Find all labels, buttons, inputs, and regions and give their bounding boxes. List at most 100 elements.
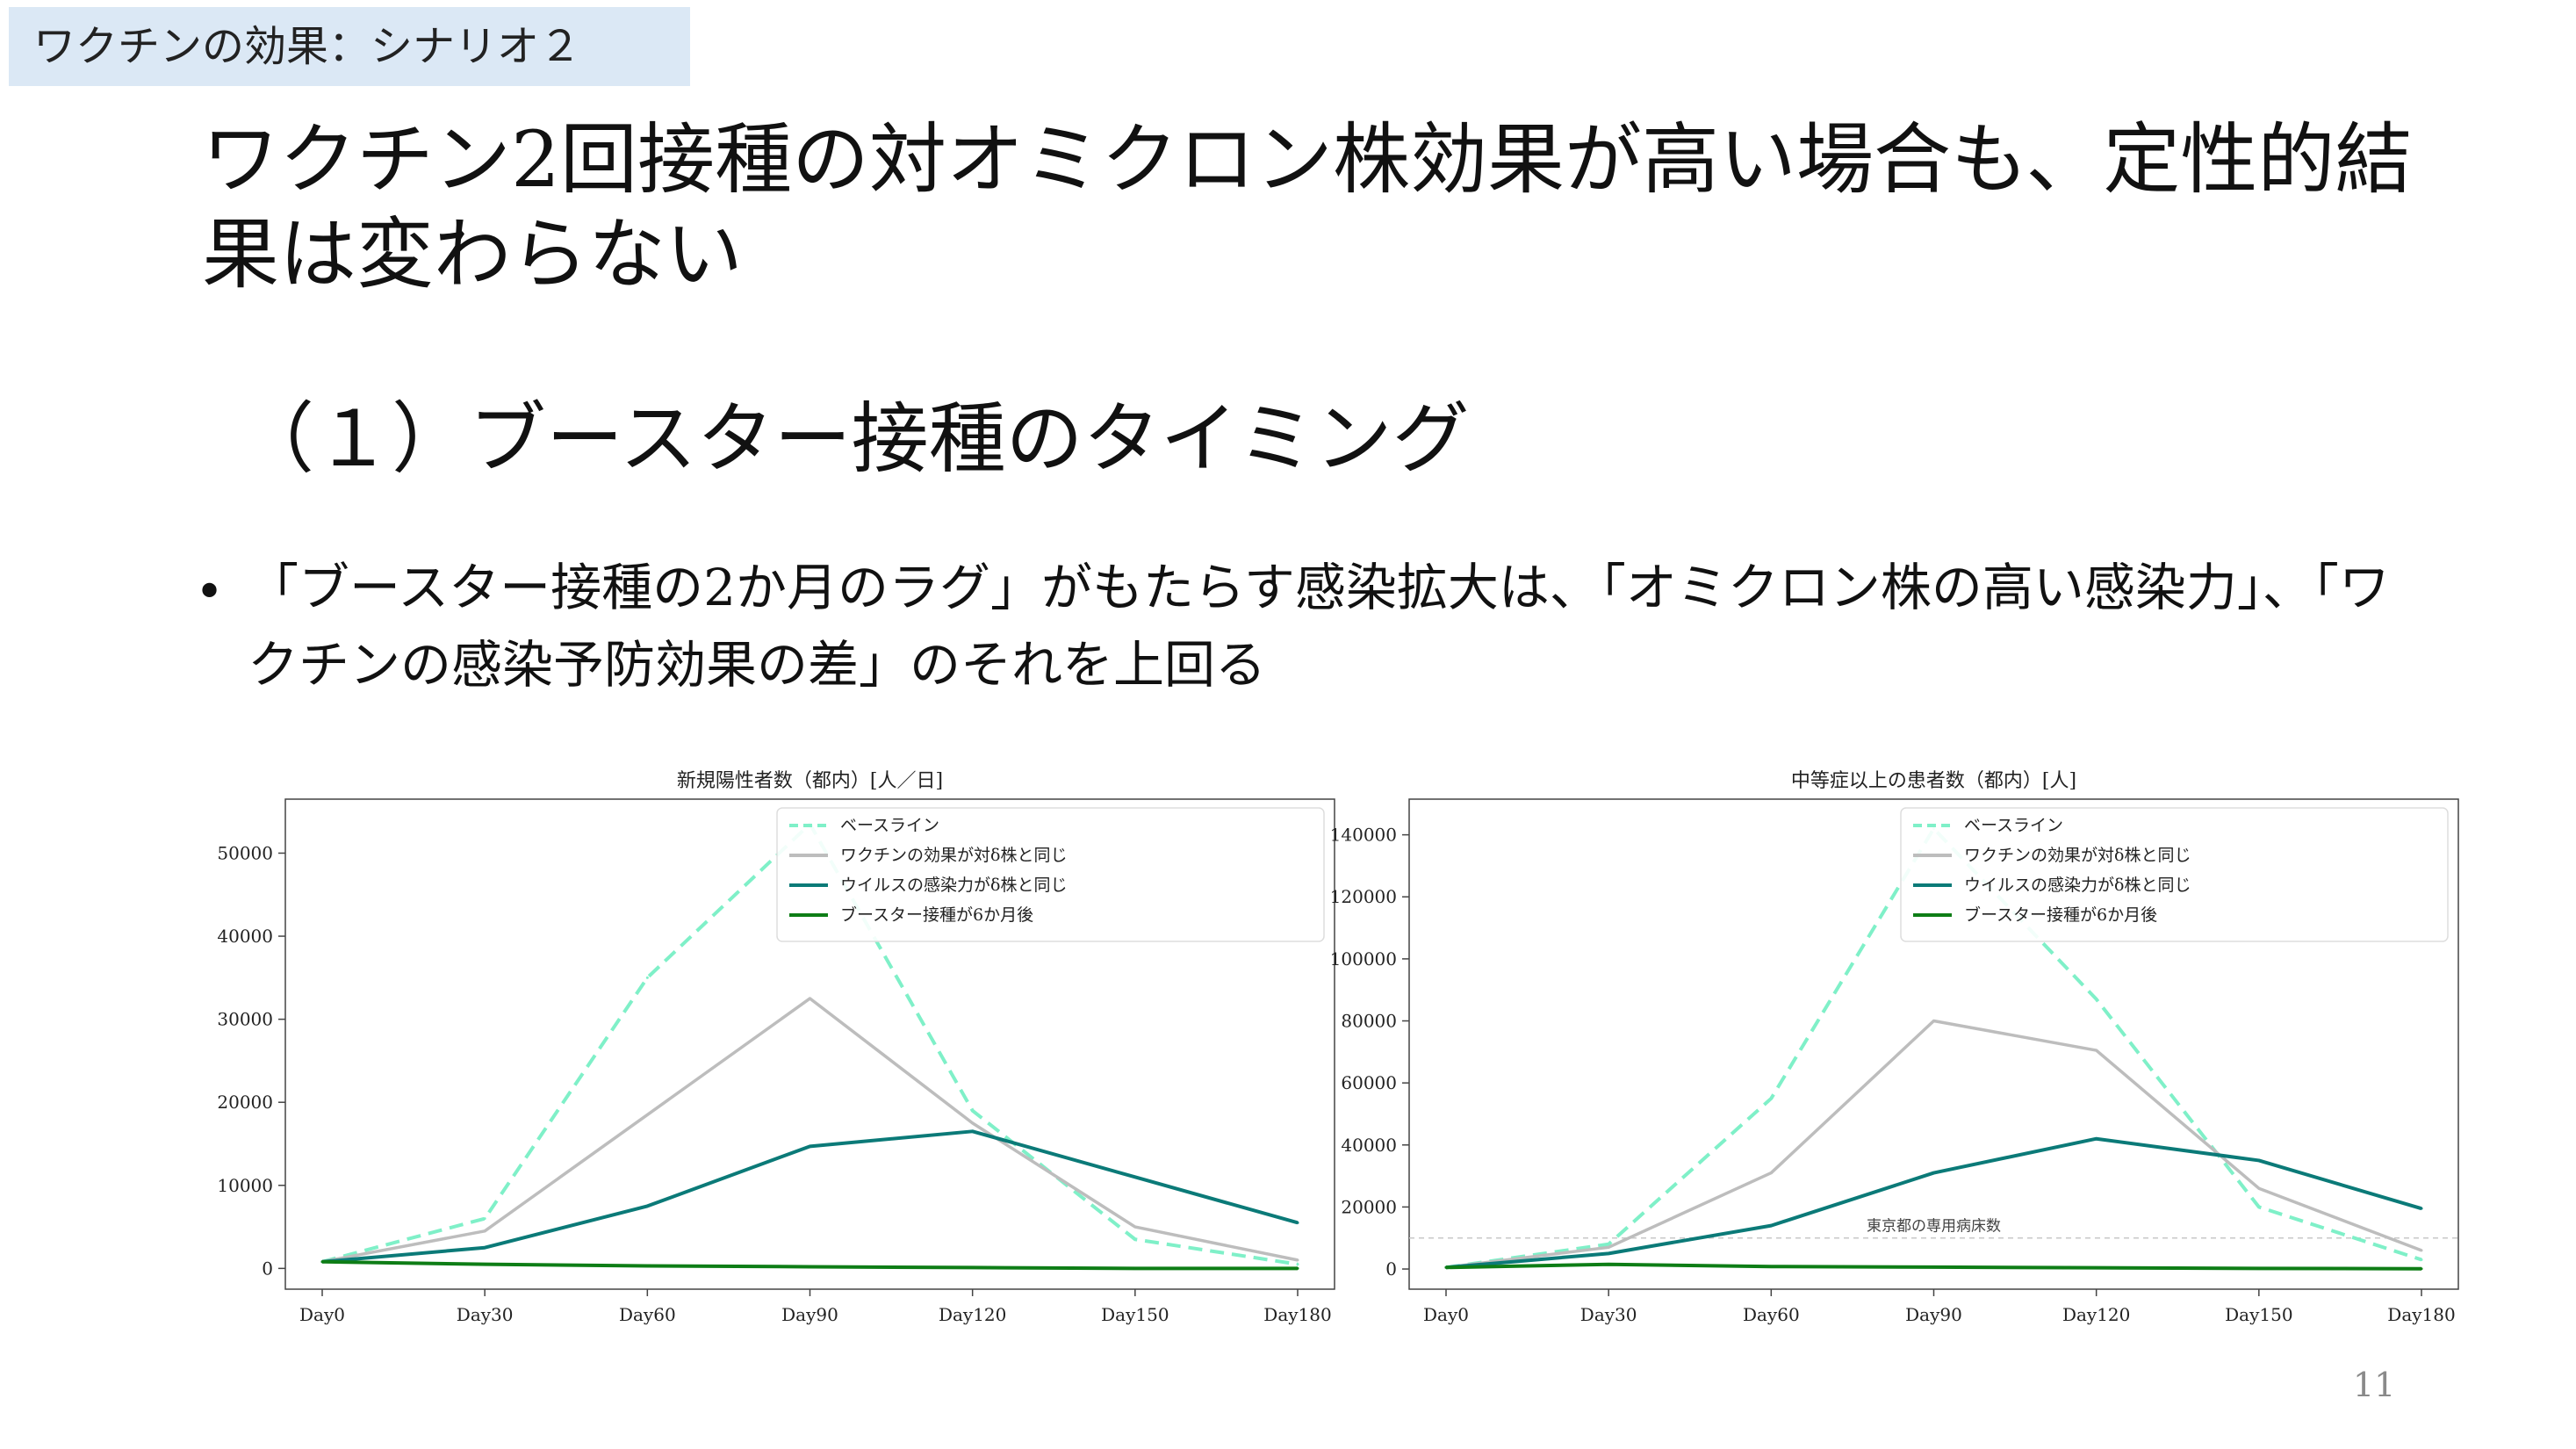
data-point: [2257, 1266, 2261, 1270]
page-number: 11: [2353, 1366, 2396, 1404]
data-point: [2257, 1186, 2261, 1190]
data-point: [1769, 1265, 1773, 1268]
y-tick-label: 80000: [1341, 1011, 1397, 1032]
slide-title: ワクチン2回接種の対オミクロン株効果が高い場合も、定性的結果は変わらない: [202, 114, 2413, 299]
data-point: [1769, 1224, 1773, 1228]
data-point: [1296, 1263, 1299, 1266]
y-tick-label: 100000: [1330, 948, 1397, 970]
x-tick-label: Day60: [1743, 1304, 1800, 1325]
data-point: [1769, 1171, 1773, 1175]
data-point: [645, 976, 649, 979]
data-point: [971, 1121, 975, 1125]
data-point: [2420, 1267, 2423, 1271]
new-cases-chart-svg: 新規陽性者数（都内）[人／日] 0 10000 20000 30000 40000 5000…: [217, 770, 1335, 1325]
data-point: [1133, 1225, 1137, 1229]
data-point: [1296, 1221, 1299, 1224]
series-line-2: [321, 997, 1299, 1264]
data-point: [1607, 1245, 1610, 1249]
data-point: [1607, 1263, 1610, 1266]
data-point: [1133, 1266, 1137, 1270]
x-tick-label: Day0: [299, 1304, 345, 1325]
legend-label: ブースター接種が6か月後: [840, 905, 1033, 925]
data-point: [1932, 1171, 1935, 1175]
x-tick-label: Day120: [2062, 1304, 2130, 1325]
data-point: [1932, 1020, 1935, 1023]
data-point: [971, 1109, 975, 1113]
legend-label: ワクチンの効果が対δ株と同じ: [840, 846, 1067, 865]
chart-title: 新規陽性者数（都内）[人／日]: [677, 770, 943, 792]
data-point: [809, 997, 811, 1000]
reference-line-label: 東京都の専用病床数: [1867, 1218, 2001, 1236]
y-tick-label: 50000: [217, 842, 273, 863]
data-point: [2095, 1137, 2098, 1141]
data-point: [809, 1144, 811, 1148]
data-point: [971, 1265, 975, 1269]
legend-box: [1900, 807, 2449, 942]
data-point: [1444, 1265, 1448, 1269]
data-point: [1932, 1265, 1935, 1269]
data-point: [1296, 1258, 1299, 1262]
bullet-text: 「ブースター接種の2か月のラグ」がもたらす感染拡大は、「オミクロン株の高い感染力…: [248, 558, 2390, 695]
x-tick-label: Day150: [2225, 1304, 2292, 1325]
y-tick-label: 20000: [217, 1092, 273, 1113]
y-tick-label: 120000: [1330, 886, 1397, 907]
data-point: [2095, 1266, 2098, 1270]
data-point: [971, 1129, 975, 1133]
x-tick-label: Day30: [1580, 1304, 1637, 1325]
severe-patients-chart-svg: 中等症以上の患者数（都内）[人] 0 20000 40000 60000 80000 100…: [1330, 770, 2459, 1325]
data-point: [1607, 1243, 1610, 1246]
data-point: [1769, 1097, 1773, 1100]
legend-label: ウイルスの感染力がδ株と同じ: [1964, 876, 2191, 895]
chart-title: 中等症以上の患者数（都内）[人]: [1791, 770, 2076, 792]
data-point: [2257, 1205, 2261, 1208]
data-point: [645, 1204, 649, 1208]
x-tick-label: Day150: [1101, 1304, 1169, 1325]
y-tick-label: 40000: [217, 926, 273, 947]
y-tick-label: 0: [262, 1258, 273, 1279]
legend-label: ベースライン: [840, 816, 939, 835]
data-point: [483, 1217, 486, 1221]
data-point: [2095, 998, 2098, 1001]
legend-label: ブースター接種が6か月後: [1964, 905, 2157, 925]
y-tick-label: 60000: [1341, 1072, 1397, 1093]
data-point: [809, 1265, 811, 1268]
data-point: [2420, 1249, 2423, 1252]
section-tag: ワクチンの効果：シナリオ２: [9, 7, 690, 86]
data-point: [1607, 1251, 1610, 1255]
section-subheading: （１）ブースター接種のタイミング: [237, 393, 1470, 484]
x-tick-label: Day180: [1263, 1304, 1331, 1325]
data-point: [645, 1265, 649, 1268]
x-tick-label: Day90: [1905, 1304, 1962, 1325]
x-tick-label: Day60: [619, 1304, 676, 1325]
y-tick-label: 40000: [1341, 1135, 1397, 1156]
data-point: [483, 1229, 486, 1233]
data-point: [1133, 1175, 1137, 1179]
bullet-dot: •: [195, 564, 225, 621]
x-tick-label: Day180: [2387, 1304, 2455, 1325]
x-tick-label: Day120: [939, 1304, 1006, 1325]
y-tick-label: 0: [1385, 1258, 1397, 1280]
data-point: [645, 1113, 649, 1116]
data-point: [2257, 1158, 2261, 1162]
data-point: [2420, 1207, 2423, 1210]
data-point: [1296, 1266, 1299, 1270]
y-tick-label: 140000: [1330, 825, 1397, 846]
data-point: [483, 1263, 486, 1266]
x-tick-label: Day0: [1423, 1304, 1469, 1325]
data-point: [1133, 1237, 1137, 1241]
legend-label: ワクチンの効果が対δ株と同じ: [1964, 846, 2191, 865]
severe-patients-chart: 中等症以上の患者数（都内）[人] 0 20000 40000 60000 80000 100…: [1326, 762, 2546, 1342]
data-point: [320, 1260, 324, 1264]
data-point: [483, 1246, 486, 1250]
y-tick-label: 10000: [217, 1175, 273, 1196]
y-tick-label: 30000: [217, 1009, 273, 1030]
x-tick-label: Day90: [781, 1304, 838, 1325]
new-cases-chart: 新規陽性者数（都内）[人／日] 0 10000 20000 30000 40000 5000…: [202, 762, 1422, 1342]
y-tick-label: 20000: [1341, 1196, 1397, 1217]
data-point: [2420, 1258, 2423, 1261]
legend-box: [776, 807, 1325, 942]
x-tick-label: Day30: [457, 1304, 514, 1325]
legend-label: ウイルスの感染力がδ株と同じ: [840, 876, 1067, 895]
legend-label: ベースライン: [1964, 816, 2063, 835]
data-point: [2095, 1049, 2098, 1052]
